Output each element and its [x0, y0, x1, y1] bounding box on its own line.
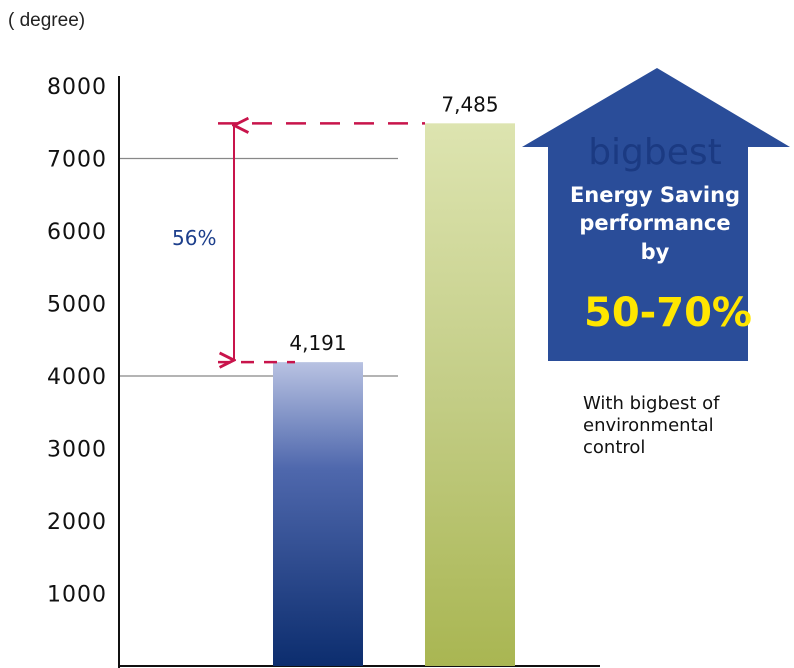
callout-line-3: by	[641, 240, 670, 264]
y-tick-label-8000: 8000	[47, 75, 107, 100]
house-arrow-callout	[522, 68, 790, 361]
note-line-2: environmental	[583, 415, 714, 436]
y-tick-label-7000: 7000	[47, 148, 107, 173]
bar-high	[425, 123, 515, 666]
y-tick-label-2000: 2000	[47, 510, 107, 535]
callout-line-1: Energy Saving	[570, 183, 740, 207]
y-tick-label-1000: 1000	[47, 583, 107, 608]
callout-brand: bigbest	[588, 132, 722, 173]
bar-low	[273, 362, 363, 666]
note-line-3: control	[583, 437, 645, 458]
y-tick-label-4000: 4000	[47, 365, 107, 390]
y-tick-label-6000: 6000	[47, 220, 107, 245]
y-axis-label: ( degree)	[8, 10, 85, 31]
bar-low-value-label: 4,191	[289, 331, 346, 355]
callout-line-2: performance	[579, 211, 730, 235]
note-line-1: With bigbest of	[583, 393, 720, 414]
y-tick-label-3000: 3000	[47, 438, 107, 463]
bar-high-value-label: 7,485	[441, 92, 498, 116]
callout-highlight: 50-70%	[584, 290, 752, 336]
y-tick-labels: 1000 2000 3000 4000 5000 6000 7000 8000	[47, 75, 107, 608]
y-tick-label-5000: 5000	[47, 293, 107, 318]
difference-percent-label: 56%	[172, 226, 216, 250]
gridlines	[119, 157, 398, 377]
